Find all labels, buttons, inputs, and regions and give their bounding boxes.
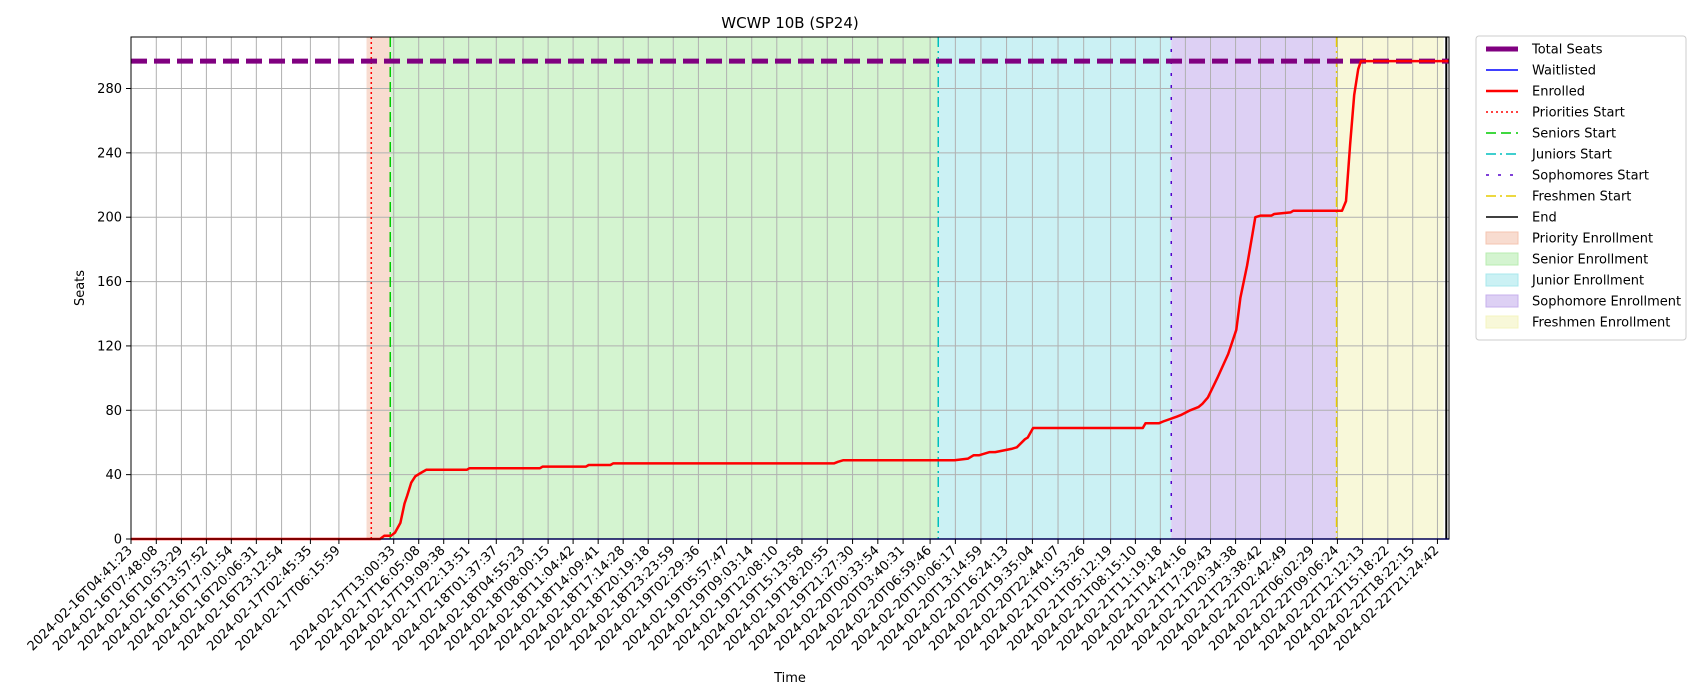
legend-label-enrolled: Enrolled	[1532, 85, 1585, 100]
region-freshmen-enrollment	[1336, 37, 1444, 539]
legend-label-priorities-start: Priorities Start	[1532, 106, 1625, 121]
x-axis-ticks: 2024-02-16T04:41:232024-02-16T07:48:0820…	[25, 539, 1442, 654]
series-enrolled-line	[131, 59, 1449, 541]
legend-label-sophomores-start: Sophomores Start	[1532, 169, 1649, 184]
y-tick-label: 280	[97, 82, 122, 97]
legend-swatch-freshmen-enrollment	[1485, 315, 1519, 329]
legend-swatch-junior-enrollment	[1485, 273, 1519, 287]
plot-frame	[130, 36, 1450, 540]
y-tick-label: 160	[97, 275, 122, 290]
y-tick-label: 80	[105, 404, 122, 419]
legend-label-freshmen-enrollment: Freshmen Enrollment	[1532, 316, 1670, 331]
legend: Total Seats Waitlisted Enrolled Priorities …	[1475, 35, 1687, 341]
legend-swatch-sophomore-enrollment	[1485, 294, 1519, 308]
y-tick-label: 200	[97, 211, 122, 226]
legend-box	[1475, 35, 1687, 341]
y-tick-label: 40	[105, 468, 122, 483]
legend-swatch-senior-enrollment	[1485, 252, 1519, 266]
legend-label-sophomore-enrollment: Sophomore Enrollment	[1532, 295, 1681, 310]
legend-label-end: End	[1532, 211, 1557, 226]
region-priority-enrollment	[366, 37, 391, 539]
region-senior-enrollment	[390, 37, 939, 539]
legend-label-seniors-start: Seniors Start	[1532, 127, 1616, 142]
legend-label-senior-enrollment: Senior Enrollment	[1532, 253, 1648, 268]
region-sophomore-enrollment	[1171, 37, 1337, 539]
y-tick-label: 0	[114, 533, 122, 548]
y-tick-label: 120	[97, 339, 122, 354]
y-axis-ticks: 0 40 80 120 160 200 240 280	[97, 82, 131, 548]
y-axis-label: Seats	[73, 270, 88, 306]
grid	[130, 37, 1449, 540]
legend-swatch-priority-enrollment	[1485, 231, 1519, 245]
legend-label-priority-enrollment: Priority Enrollment	[1532, 232, 1653, 247]
enrollment-regions	[366, 37, 1444, 539]
region-junior-enrollment	[938, 37, 1172, 539]
legend-label-juniors-start: Juniors Start	[1531, 148, 1612, 163]
legend-label-waitlisted: Waitlisted	[1532, 64, 1596, 79]
legend-label-total-seats: Total Seats	[1531, 43, 1603, 58]
y-tick-label: 240	[97, 146, 122, 161]
legend-label-junior-enrollment: Junior Enrollment	[1531, 274, 1644, 289]
legend-label-freshmen-start: Freshmen Start	[1532, 190, 1631, 205]
x-axis-label: Time	[773, 671, 806, 686]
phase-markers	[370, 37, 1448, 539]
chart-title: WCWP 10B (SP24)	[721, 14, 858, 32]
